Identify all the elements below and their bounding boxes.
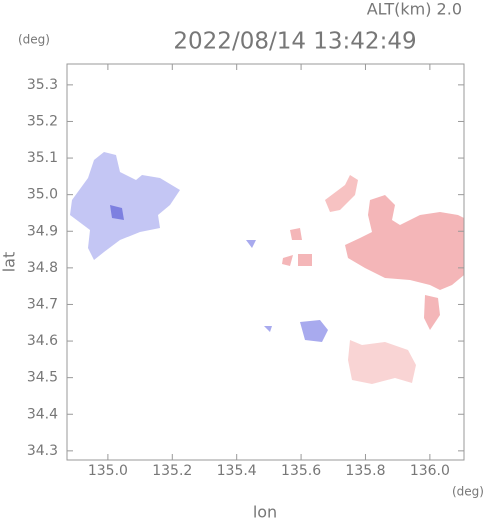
x-tick-label: 135.8 [345,463,385,479]
y-tick-label: 34.3 [27,443,58,459]
altitude: ALT(km) 2.0 [367,0,462,19]
x-tick-label: 135.6 [281,463,321,479]
echo-blue-core [110,205,124,220]
y-tick-label: 34.4 [27,406,58,422]
y-tick-label: 35.2 [27,113,58,129]
y-tick-label: 34.8 [27,260,58,276]
chart-title: 2022/08/14 13:42:49 [173,29,416,55]
echo-red [345,195,464,290]
y-unit: (deg) [18,33,50,47]
x-tick-label: 135.2 [152,463,192,479]
echo-red [348,340,416,384]
x-tick-label: 135.0 [88,463,128,479]
echo-blue [246,240,328,342]
y-tick-label: 34.9 [27,223,58,239]
y-tick-label: 35.1 [27,150,58,166]
echo-blue [70,152,180,260]
y-tick-label: 34.7 [27,296,58,312]
y-axis-label: lat [0,252,19,273]
echo-red [424,295,440,330]
y-tick-label: 34.5 [27,370,58,386]
echo-areas [70,152,464,384]
echo-red [282,228,312,266]
y-tick-label: 35.0 [27,187,58,203]
x-axis-label: lon [253,503,277,522]
x-unit: (deg) [452,485,484,499]
x-tick-label: 135.4 [217,463,257,479]
plot-frame [66,63,465,461]
x-tick-label: 136.0 [410,463,450,479]
echo-red [325,175,358,212]
y-tick-label: 34.6 [27,333,58,349]
y-tick-label: 35.3 [27,77,58,93]
